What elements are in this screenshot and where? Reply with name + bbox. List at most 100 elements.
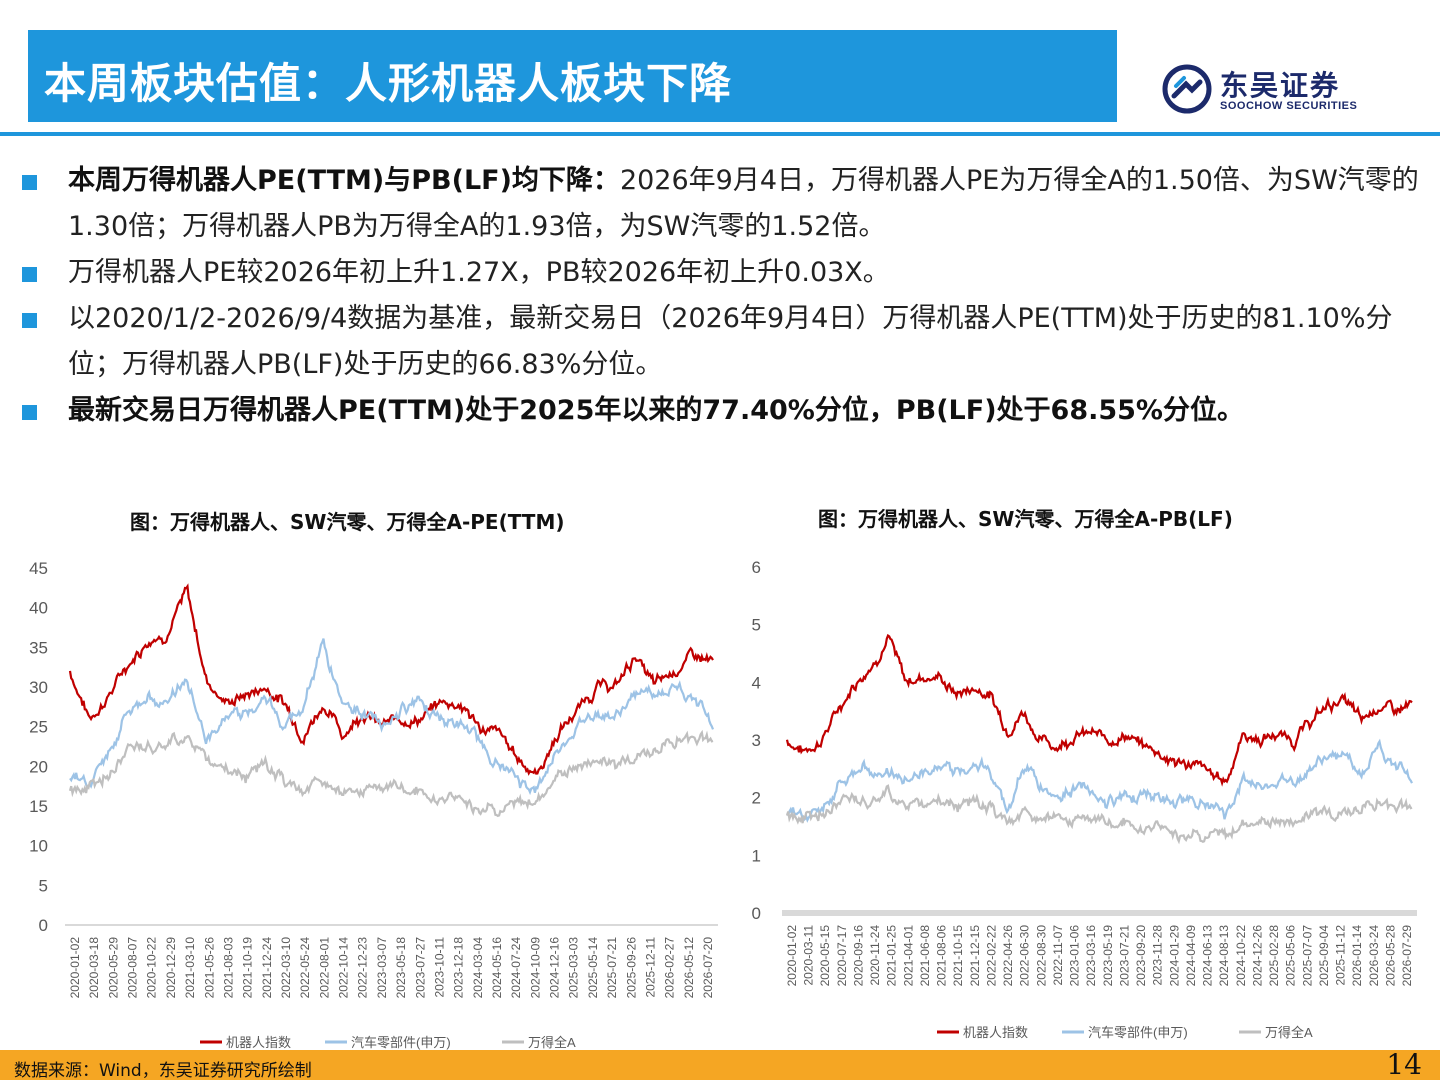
x-tick-label: 2025-09-26 <box>624 937 638 999</box>
x-tick-label: 2022-08-30 <box>1034 925 1048 987</box>
x-tick-label: 2025-03-03 <box>567 937 581 999</box>
legend-label: 机器人指数 <box>226 1035 291 1050</box>
x-tick-label: 2024-10-22 <box>1234 925 1248 987</box>
y-tick-label: 25 <box>29 718 48 737</box>
x-tick-label: 2021-05-26 <box>202 937 216 999</box>
data-source: 数据来源：Wind，东吴证券研究所绘制 <box>14 1061 312 1081</box>
x-tick-label: 2021-08-03 <box>221 937 235 999</box>
x-tick-label: 2024-06-13 <box>1201 925 1215 987</box>
x-tick-label: 2020-05-15 <box>818 925 832 987</box>
x-tick-label: 2021-01-25 <box>885 925 899 987</box>
x-tick-label: 2022-04-26 <box>1001 925 1015 987</box>
x-tick-label: 2025-07-21 <box>605 937 619 999</box>
series-line <box>786 738 1413 823</box>
x-tick-label: 2021-10-15 <box>951 925 965 987</box>
y-tick-label: 30 <box>29 678 48 697</box>
x-tick-label: 2023-07-21 <box>1117 925 1131 987</box>
y-tick-label: 5 <box>752 616 761 635</box>
x-tick-label: 2026-05-28 <box>1383 925 1397 987</box>
x-tick-label: 2020-08-07 <box>126 937 140 999</box>
x-tick-label: 2022-10-14 <box>337 937 351 999</box>
bullet-item: 以2020/1/2-2026/9/4数据为基准，最新交易日（2026年9月4日）… <box>22 296 1432 388</box>
bullet-square-icon <box>22 405 37 420</box>
x-tick-label: 2022-03-10 <box>279 937 293 999</box>
x-tick-label: 2024-08-13 <box>1217 925 1231 987</box>
y-tick-label: 35 <box>29 638 48 657</box>
soochow-logo-icon <box>1162 64 1212 114</box>
x-tick-label: 2023-11-28 <box>1151 925 1165 986</box>
y-tick-label: 5 <box>39 876 48 895</box>
x-tick-label: 2022-12-23 <box>356 937 370 999</box>
bullet-square-icon <box>22 313 37 328</box>
bullet-item: 最新交易日万得机器人PE(TTM)处于2025年以来的77.40%分位，PB(L… <box>22 388 1432 434</box>
chart-title-pe: 图：万得机器人、SW汽零、万得全A-PE(TTM) <box>130 510 565 534</box>
x-tick-label: 2026-02-27 <box>663 937 677 999</box>
x-tick-label: 2020-05-29 <box>106 937 120 999</box>
x-tick-label: 2025-05-06 <box>1284 925 1298 987</box>
bullet-text: 以2020/1/2-2026/9/4数据为基准，最新交易日（2026年9月4日）… <box>68 303 1393 380</box>
chart-title-pb: 图：万得机器人、SW汽零、万得全A-PB(LF) <box>818 507 1233 531</box>
x-tick-label: 2023-03-16 <box>1084 925 1098 987</box>
x-tick-label: 2021-08-06 <box>935 925 949 987</box>
x-tick-label: 2021-10-19 <box>241 937 255 999</box>
legend-label: 万得全A <box>528 1035 576 1050</box>
company-logo: 东吴证券 SOOCHOW SECURITIES <box>1162 62 1382 116</box>
series-line <box>69 638 715 796</box>
x-tick-label: 2023-03-07 <box>375 937 389 999</box>
x-tick-label: 2024-12-16 <box>548 937 562 999</box>
x-tick-label: 2021-12-24 <box>260 937 274 999</box>
y-tick-label: 6 <box>752 558 761 577</box>
series-line <box>68 729 714 818</box>
y-tick-label: 40 <box>29 599 48 618</box>
header-divider <box>0 132 1440 136</box>
bullet-square-icon <box>22 175 37 190</box>
x-tick-label: 2024-10-09 <box>528 937 542 999</box>
x-tick-label: 2023-12-18 <box>452 937 466 999</box>
x-tick-label: 2020-09-16 <box>851 925 865 987</box>
title-bar: 本周板块估值：人形机器人板块下降 <box>28 30 1117 122</box>
bullet-bold-text: 本周万得机器人PE(TTM)与PB(LF)均下降： <box>68 165 620 196</box>
x-tick-label: 2020-03-11 <box>802 925 816 986</box>
bullet-text: 万得机器人PE较2026年初上升1.27X，PB较2026年初上升0.03X。 <box>68 257 890 288</box>
x-tick-label: 2025-12-11 <box>643 937 657 998</box>
bullet-list: 本周万得机器人PE(TTM)与PB(LF)均下降：2026年9月4日，万得机器人… <box>22 158 1432 434</box>
series-line <box>68 583 714 776</box>
y-tick-label: 4 <box>752 673 761 692</box>
x-tick-label: 2022-11-07 <box>1051 925 1065 986</box>
series-line <box>785 784 1413 845</box>
x-tick-label: 2024-07-24 <box>509 937 523 999</box>
x-tick-label: 2020-03-18 <box>87 937 101 999</box>
x-tick-label: 2026-07-29 <box>1400 925 1414 987</box>
x-tick-label: 2020-11-24 <box>868 925 882 986</box>
legend-label: 机器人指数 <box>963 1025 1028 1040</box>
x-tick-label: 2021-12-15 <box>968 925 982 987</box>
y-tick-label: 3 <box>752 731 761 750</box>
x-tick-label: 2022-08-01 <box>317 937 331 999</box>
x-tick-label: 2024-03-04 <box>471 937 485 999</box>
logo-text-en: SOOCHOW SECURITIES <box>1220 100 1358 112</box>
x-tick-label: 2023-05-18 <box>394 937 408 999</box>
x-tick-label: 2023-10-11 <box>432 937 446 998</box>
y-tick-label: 15 <box>29 797 48 816</box>
x-tick-label: 2026-01-14 <box>1350 925 1364 987</box>
x-tick-label: 2023-01-06 <box>1068 925 1082 987</box>
y-tick-label: 0 <box>752 904 761 923</box>
x-tick-label: 2021-06-08 <box>918 925 932 987</box>
page-number: 14 <box>1386 1048 1422 1081</box>
y-tick-label: 2 <box>752 789 761 808</box>
x-tick-label: 2024-12-26 <box>1250 925 1264 987</box>
x-tick-label: 2022-06-30 <box>1018 925 1032 987</box>
x-tick-label: 2023-05-19 <box>1101 925 1115 987</box>
x-tick-label: 2021-04-01 <box>901 925 915 987</box>
bullet-bold-text: 最新交易日万得机器人PE(TTM)处于2025年以来的77.40%分位，PB(L… <box>68 395 1244 426</box>
x-tick-label: 2024-04-09 <box>1184 925 1198 987</box>
x-tick-label: 2026-03-24 <box>1367 925 1381 987</box>
x-tick-label: 2025-07-07 <box>1300 925 1314 987</box>
x-tick-label: 2021-03-10 <box>183 937 197 999</box>
pe-chart: 0 5 10 15 20 25 30 35 40 45 2020-01-02 2020-03-18 20… <box>29 559 718 1050</box>
x-tick-label: 2020-12-29 <box>164 937 178 999</box>
x-tick-label: 2020-10-22 <box>145 937 159 999</box>
page-title: 本周板块估值：人形机器人板块下降 <box>44 59 733 108</box>
bullet-item: 万得机器人PE较2026年初上升1.27X，PB较2026年初上升0.03X。 <box>22 250 1432 296</box>
